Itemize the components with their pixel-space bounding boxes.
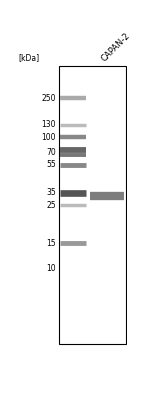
Text: [kDa]: [kDa]: [19, 53, 40, 62]
Text: 55: 55: [46, 160, 56, 169]
Text: 250: 250: [41, 94, 56, 103]
Text: 35: 35: [46, 188, 56, 197]
Text: 130: 130: [41, 120, 56, 129]
Text: 10: 10: [46, 264, 56, 273]
Text: 100: 100: [41, 133, 56, 142]
Text: 70: 70: [46, 148, 56, 157]
Text: 25: 25: [46, 200, 56, 210]
Text: CAPAN-2: CAPAN-2: [99, 31, 132, 64]
Text: 15: 15: [46, 239, 56, 248]
FancyBboxPatch shape: [59, 66, 126, 344]
